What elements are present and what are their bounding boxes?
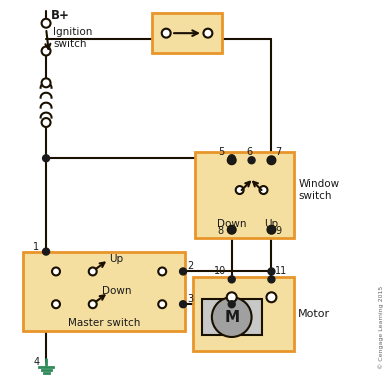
Text: 2: 2 [187,261,193,271]
Text: Down: Down [217,219,247,229]
Text: 6: 6 [247,147,253,157]
Circle shape [268,226,275,233]
Text: 11: 11 [276,266,288,277]
Circle shape [260,186,267,194]
FancyBboxPatch shape [152,13,222,53]
Circle shape [228,156,236,164]
Circle shape [41,19,51,28]
Circle shape [43,248,50,255]
Circle shape [248,157,255,164]
Circle shape [89,300,97,308]
Bar [202,299,262,335]
Text: Up: Up [264,219,279,229]
FancyBboxPatch shape [193,277,294,351]
Circle shape [158,268,166,275]
Circle shape [268,157,275,164]
Text: Motor: Motor [298,309,330,319]
Circle shape [89,268,97,275]
Circle shape [268,268,275,275]
Text: 1: 1 [33,242,39,252]
Text: Master switch: Master switch [68,318,140,328]
Circle shape [52,300,60,308]
Circle shape [158,300,166,308]
Text: Up: Up [110,254,123,264]
Circle shape [41,46,51,55]
Text: 9: 9 [276,226,281,236]
Text: Window
switch: Window switch [298,179,339,201]
Text: 10: 10 [214,266,226,277]
Circle shape [180,301,187,308]
Text: 7: 7 [276,147,282,157]
Circle shape [267,156,276,164]
Circle shape [204,29,212,37]
Circle shape [228,226,235,233]
Circle shape [267,226,276,234]
Text: 4: 4 [33,357,39,367]
Circle shape [162,29,171,37]
FancyBboxPatch shape [23,252,185,331]
Circle shape [41,118,51,127]
Text: Down: Down [102,286,131,296]
Circle shape [52,268,60,275]
Circle shape [267,292,276,302]
Text: © Cengage Learning 2015: © Cengage Learning 2015 [379,285,384,369]
Text: B+: B+ [51,9,70,22]
Text: 3: 3 [187,294,193,304]
FancyBboxPatch shape [195,152,294,238]
Text: 8: 8 [218,226,224,236]
Circle shape [228,157,235,164]
Circle shape [43,155,50,162]
Circle shape [228,276,235,283]
Circle shape [236,186,244,194]
Text: Ignition
switch: Ignition switch [53,27,92,49]
Circle shape [227,292,237,302]
Text: 5: 5 [218,147,224,157]
Circle shape [180,268,187,275]
Circle shape [212,297,252,337]
Bar [39,83,53,122]
Circle shape [228,301,235,308]
Text: M: M [224,310,239,324]
Circle shape [41,78,51,87]
Circle shape [268,276,275,283]
Circle shape [228,226,236,234]
Circle shape [228,155,235,162]
